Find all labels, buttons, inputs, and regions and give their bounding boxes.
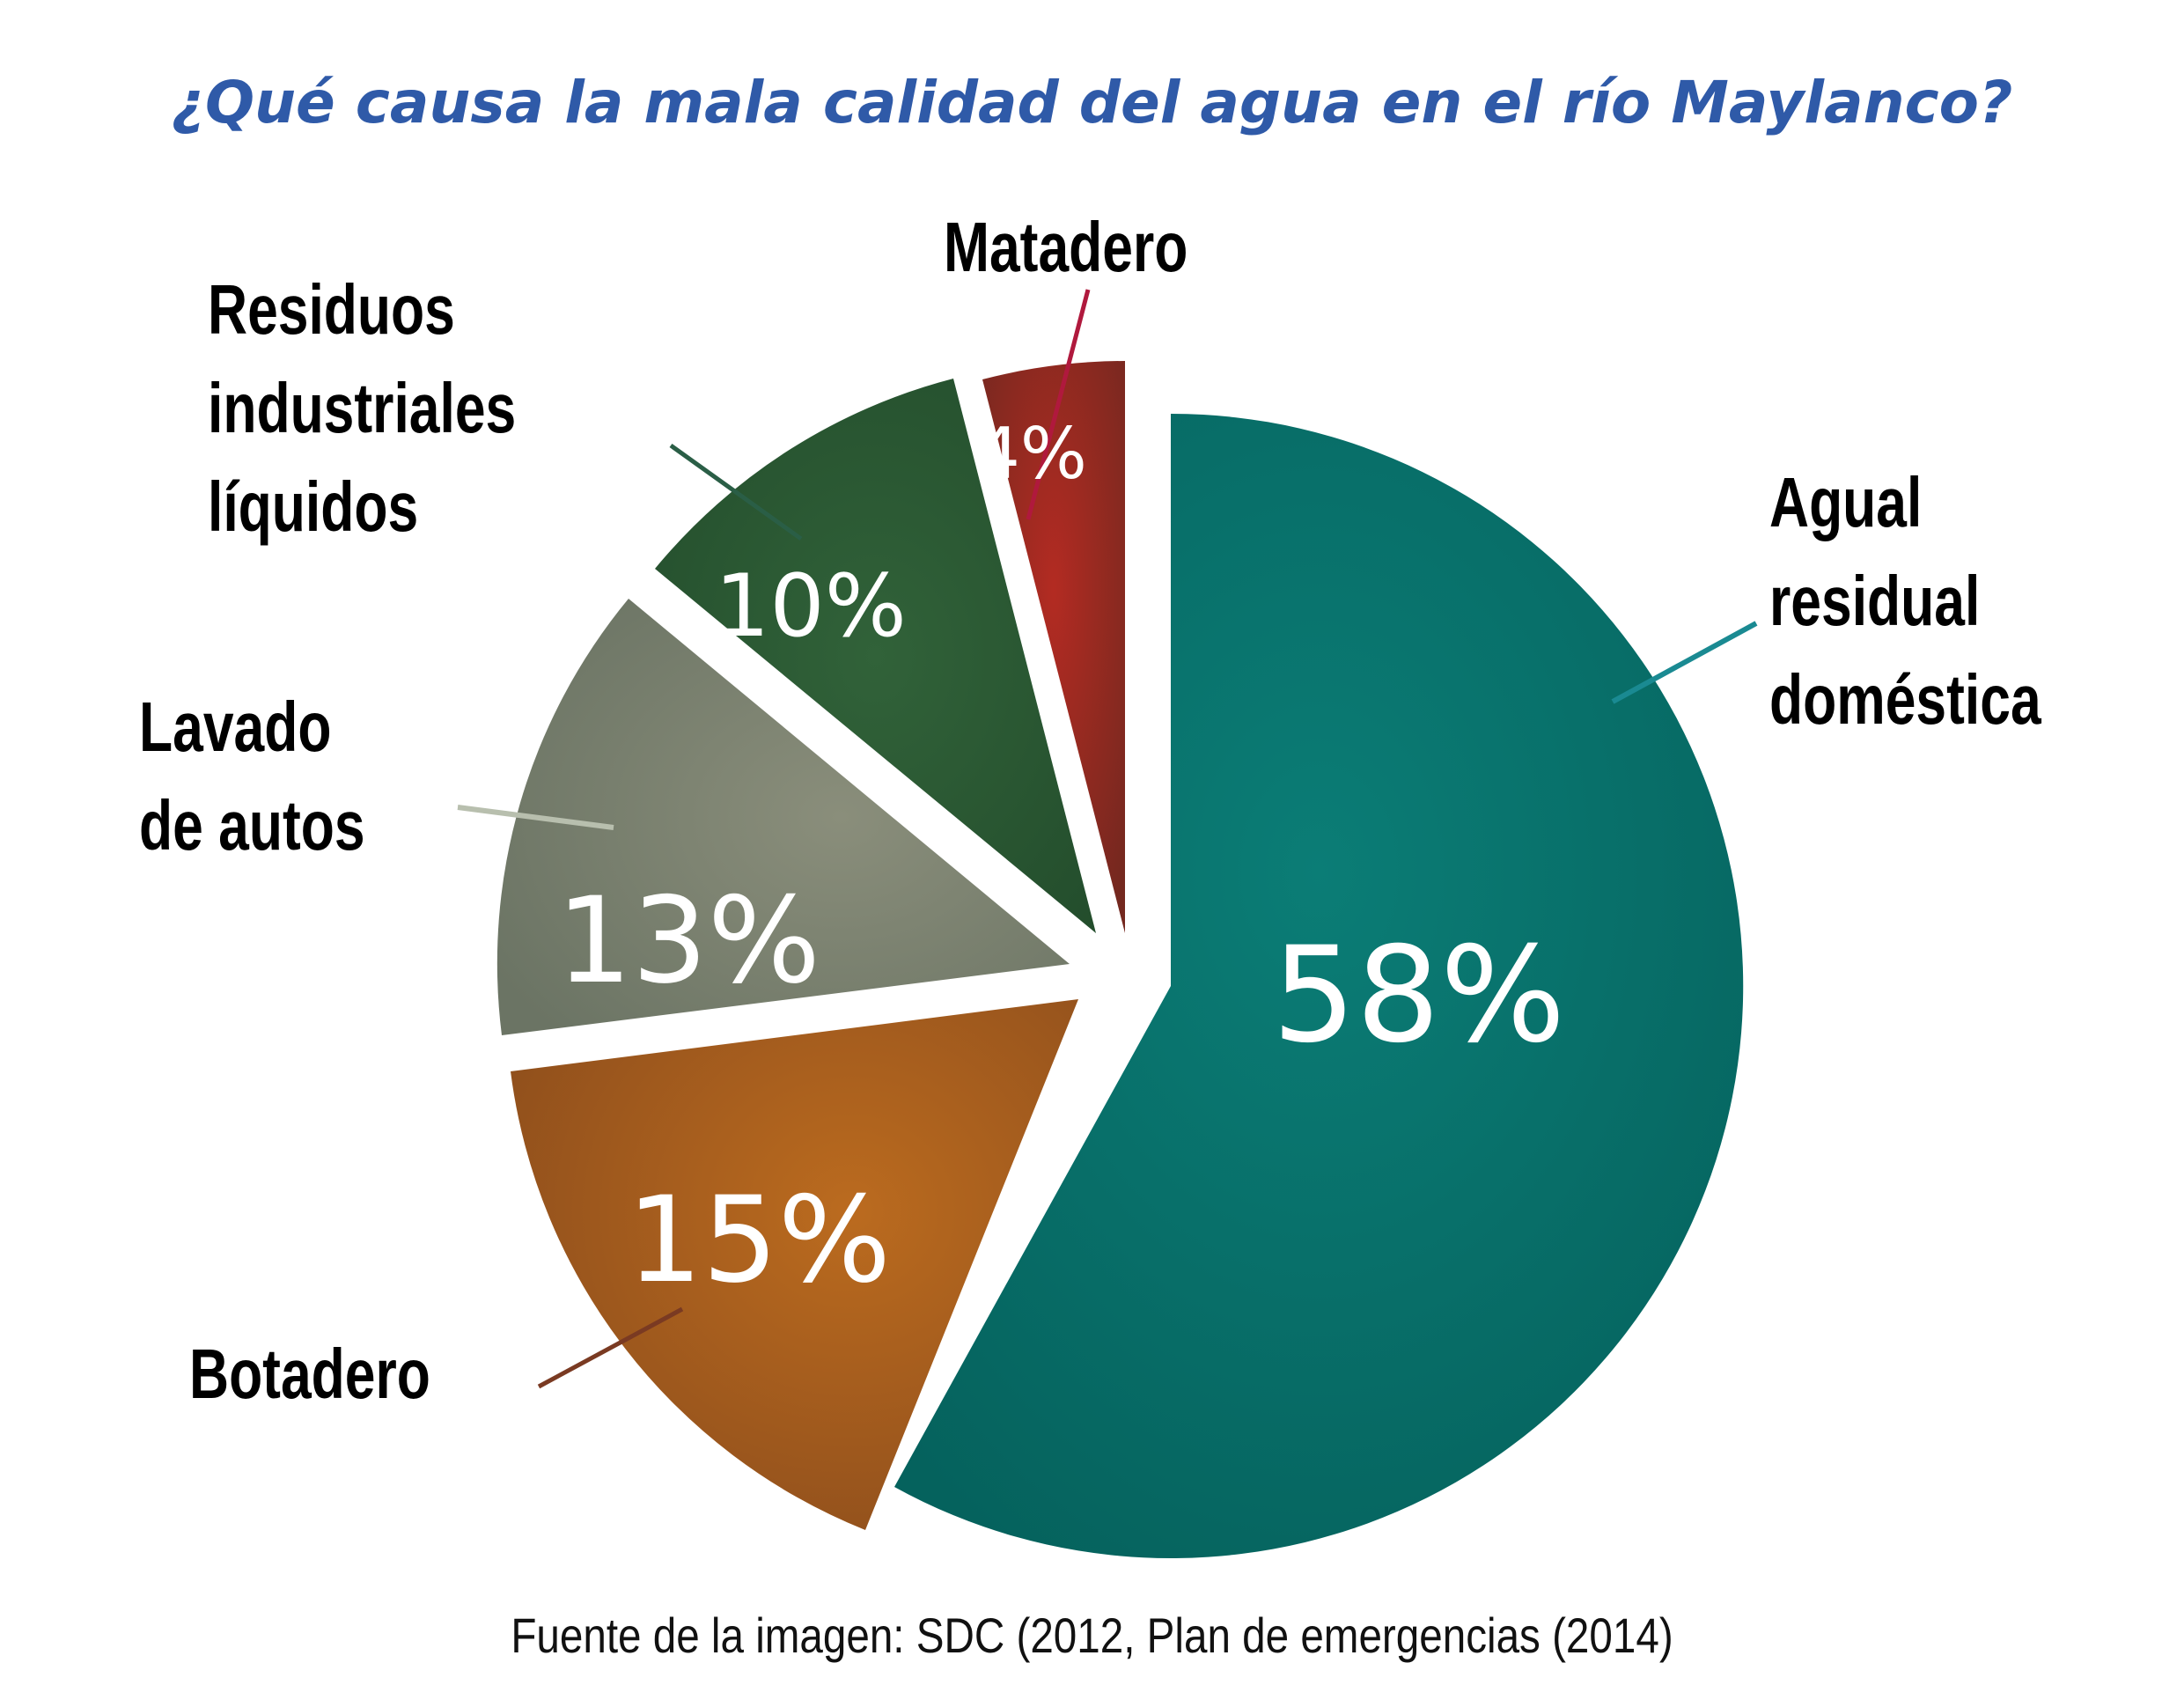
label-residuos-industriales: Residuos industriales líquidos [208,270,517,546]
leader-residuos [669,443,803,541]
slice-lavado-autos[interactable] [496,599,1070,1035]
pct-matadero: 4% [975,413,1087,495]
slice-residuos-industriales[interactable] [655,379,1096,933]
pct-lavado: 13% [556,872,820,1010]
slice-agua-residual[interactable] [894,413,1744,1558]
pct-residuos: 10% [715,556,907,657]
pct-botadero: 15% [627,1171,891,1309]
leader-agua [1611,621,1758,704]
source-caption: Fuente de la imagen: SDC (2012, Plan de … [511,1608,1673,1663]
chart-title: ¿Qué causa la mala calidad del agua en e… [171,69,2013,136]
slice-matadero[interactable] [982,361,1125,933]
label-botadero: Botadero [189,1335,430,1413]
label-matadero: Matadero [944,208,1188,286]
slice-botadero[interactable] [511,999,1078,1530]
leader-botadero [537,1306,684,1389]
label-lavado-autos: Lavado de autos [139,688,365,865]
pct-agua: 58% [1272,919,1565,1072]
leader-lavado [457,805,614,830]
leader-matadero [1026,289,1091,520]
label-agua-residual: Agual residual doméstica [1769,463,2041,739]
